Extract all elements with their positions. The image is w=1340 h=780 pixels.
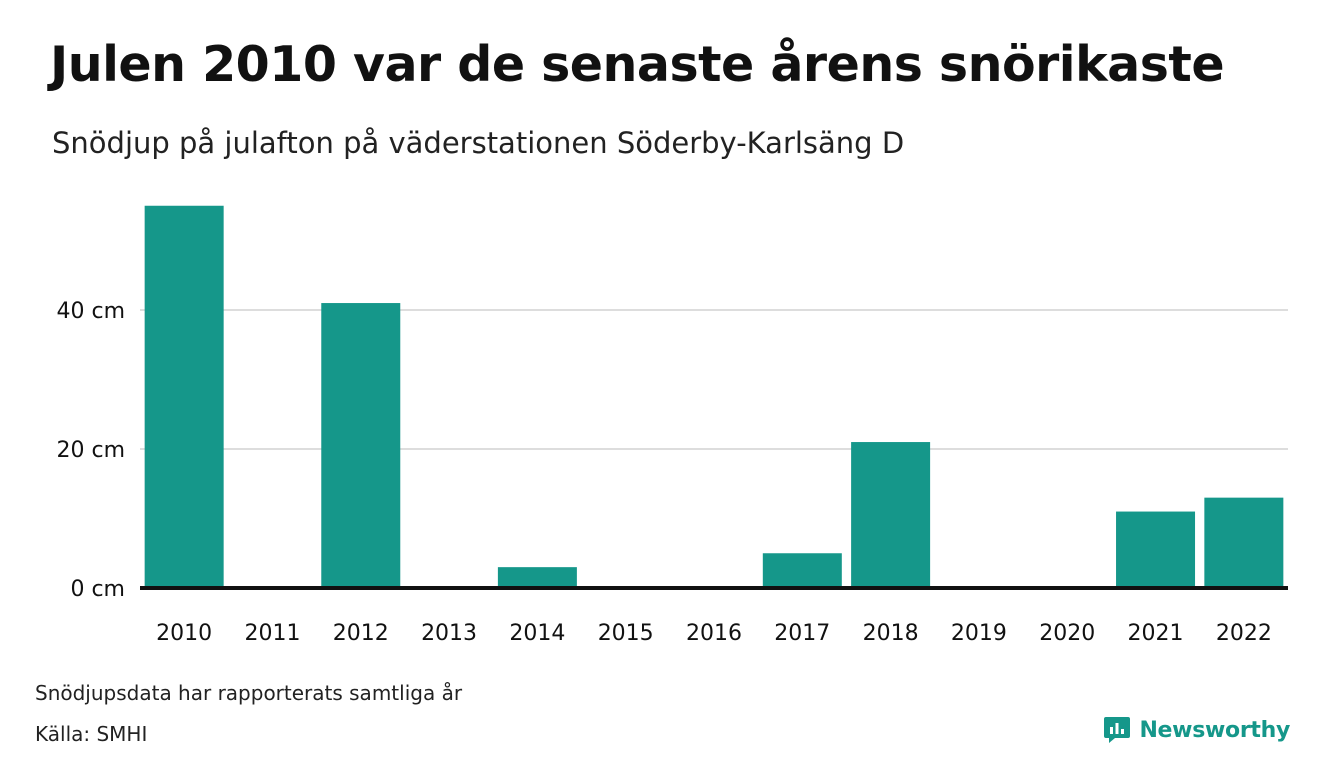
newsworthy-brand: Newsworthy (1103, 715, 1290, 745)
y-tick-label: 0 cm (70, 577, 125, 602)
y-tick-label: 20 cm (56, 438, 125, 463)
gridlines (140, 309, 1288, 450)
x-tick-label: 2010 (156, 621, 212, 646)
x-tick-label: 2016 (686, 621, 742, 646)
x-tick-label: 2012 (333, 621, 389, 646)
x-tick-label: 2014 (509, 621, 565, 646)
bar-2017 (762, 553, 842, 588)
footnote: Snödjupsdata har rapporterats samtliga å… (35, 681, 463, 705)
x-tick-label: 2018 (863, 621, 919, 646)
x-tick-label: 2022 (1216, 621, 1272, 646)
bar-2014 (497, 567, 577, 588)
y-tick-label: 40 cm (56, 299, 125, 324)
x-tick-label: 2021 (1128, 621, 1184, 646)
x-tick-label: 2013 (421, 621, 477, 646)
newsworthy-logo-icon (1104, 717, 1131, 743)
axes: 0 cm 20 cm 40 cm 2010 2011 2012 2013 2014 2015 20… (56, 299, 1288, 646)
bar-2022 (1204, 497, 1284, 588)
chart-subtitle: Snödjup på julafton på väderstationen Sö… (52, 126, 905, 160)
brand-name: Newsworthy (1139, 717, 1290, 743)
chart-title: Julen 2010 var de senaste årens snörikas… (50, 36, 1225, 93)
bar-2018 (851, 442, 931, 588)
x-tick-label: 2011 (244, 621, 300, 646)
x-tick-label: 2015 (598, 621, 654, 646)
x-tick-label: 2020 (1039, 621, 1095, 646)
bar-2012 (321, 303, 401, 588)
bars (144, 205, 1284, 588)
source-note: Källa: SMHI (35, 722, 148, 746)
bar-2010 (144, 205, 224, 588)
bar-2021 (1116, 511, 1196, 588)
x-tick-label: 2019 (951, 621, 1007, 646)
x-tick-label: 2017 (774, 621, 830, 646)
